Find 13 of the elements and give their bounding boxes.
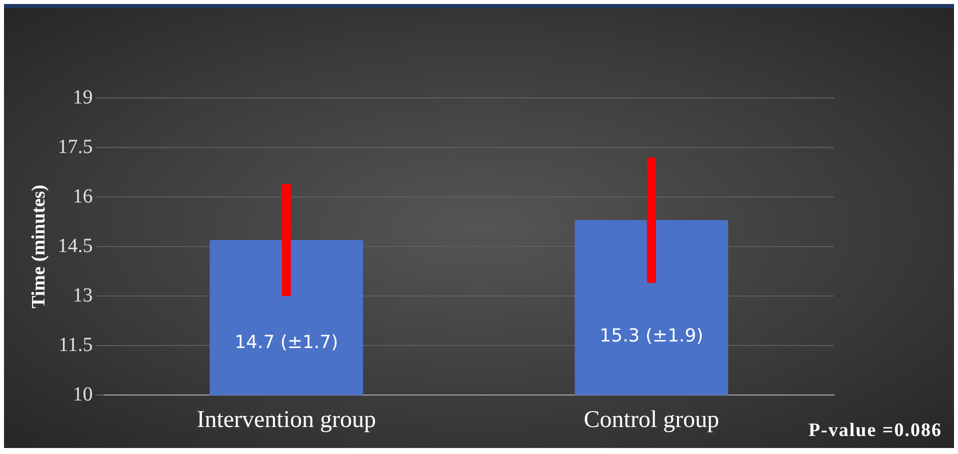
y-tick-label: 11.5 — [58, 334, 93, 356]
y-tick-label: 16 — [72, 185, 93, 208]
text: P-value =0.086 — [808, 420, 942, 442]
x-tick-label: Intervention group — [196, 406, 376, 433]
y-axis-title: Time (minutes) — [28, 184, 50, 308]
data-label: 14.7 (±1.7) — [234, 332, 338, 354]
y-tick-label: 19 — [72, 86, 93, 108]
y-tick-label: 14.5 — [58, 234, 93, 257]
y-tick-label: 13 — [72, 284, 93, 306]
y-tick-label: 10 — [72, 383, 93, 406]
y-tick-label: 17.5 — [58, 136, 93, 158]
x-tick-label: Control group — [584, 406, 720, 433]
data-label: 15.3 (±1.9) — [600, 326, 704, 347]
